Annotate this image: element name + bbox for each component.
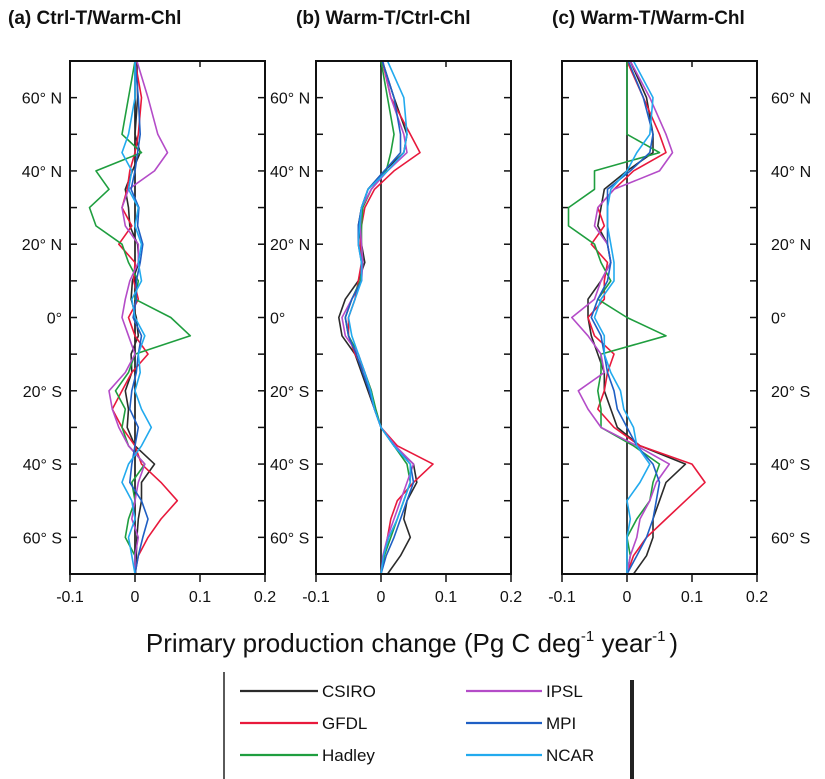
x-axis-label-sup2: -1 [652, 628, 665, 645]
series-line-ncar [121, 61, 153, 575]
legend-label-ncar: NCAR [546, 746, 594, 765]
panel-frame [69, 60, 266, 575]
legend-label-csiro: CSIRO [322, 682, 376, 701]
y-tick-label: 60° N [771, 91, 811, 108]
panel-frame [315, 60, 512, 575]
series-line-ncar [593, 60, 654, 574]
y-tick-label: 60° S [771, 530, 810, 547]
panel-title-b: (b) Warm-T/Ctrl-Chl [296, 8, 471, 29]
series-line-hadley [567, 61, 667, 575]
panel-c: -0.1 0 0.1 0.2 [548, 60, 768, 606]
y-tick-label: 60° S [270, 530, 309, 547]
y-tick-labels-middle: 60° N 40° N 20° N 0° 20° S 40° S 60° S [270, 91, 310, 548]
y-tick-label: 20° N [22, 237, 62, 254]
legend-label-hadley: Hadley [322, 746, 375, 765]
x-tick-label: 0.1 [435, 589, 457, 606]
x-tick-label: 0.1 [681, 589, 703, 606]
y-tick-label: 20° S [270, 384, 309, 401]
x-axis-label-end: ) [669, 628, 678, 658]
series-line-ncar [347, 60, 412, 575]
series-line-mpi [129, 60, 149, 575]
series-line-ipsl [108, 60, 169, 574]
series-line-mpi [590, 60, 661, 575]
legend-label-gfdl: GFDL [322, 714, 367, 733]
x-tick-label: 0.2 [254, 589, 276, 606]
series-line-ipsl [570, 60, 674, 575]
x-axis-label-sup1: -1 [581, 628, 594, 645]
y-tick-label: 0° [771, 311, 786, 328]
panel-frame [561, 60, 758, 575]
x-tick-label: -0.1 [56, 589, 84, 606]
y-tick-label: 40° N [22, 164, 62, 181]
y-tick-label: 20° N [771, 237, 811, 254]
x-tick-label: 0.2 [500, 589, 522, 606]
series-line-gfdl [111, 60, 179, 575]
legend: CSIRO GFDL Hadley IPSL MPI NCAR [223, 672, 634, 779]
panel-b: -0.1 0 0.1 0.2 [302, 60, 522, 606]
y-tick-label: 60° S [23, 530, 62, 547]
x-tick-label: -0.1 [548, 589, 576, 606]
y-tick-labels-left: 60° N 40° N 20° N 0° 20° S 40° S 60° S [22, 91, 62, 548]
y-tick-label: 60° N [270, 91, 310, 108]
panel-a: -0.1 0 0.1 0.2 [56, 60, 276, 606]
x-tick-label: -0.1 [302, 589, 330, 606]
y-tick-label: 20° S [23, 384, 62, 401]
series-line-csiro [587, 60, 687, 575]
y-tick-label: 0° [47, 311, 62, 328]
x-tick-label: 0.1 [189, 589, 211, 606]
y-tick-label: 60° N [22, 91, 62, 108]
y-tick-labels-right: 60° N 40° N 20° N 0° 20° S 40° S 60° S [771, 91, 811, 548]
y-tick-label: 40° S [771, 457, 810, 474]
x-tick-label: 0.2 [746, 589, 768, 606]
y-tick-label: 20° S [771, 384, 810, 401]
y-tick-label: 40° S [23, 457, 62, 474]
legend-label-ipsl: IPSL [546, 682, 583, 701]
y-tick-label: 40° N [270, 164, 310, 181]
series-line-hadley [88, 60, 192, 574]
x-tick-label: 0 [131, 589, 140, 606]
y-tick-label: 40° S [270, 457, 309, 474]
panel-title-a: (a) Ctrl-T/Warm-Chl [8, 8, 181, 29]
x-axis-label-mid: year [594, 628, 652, 658]
y-tick-label: 40° N [771, 164, 811, 181]
series-line-ipsl [341, 60, 415, 575]
y-tick-label: 0° [270, 311, 285, 328]
legend-label-mpi: MPI [546, 714, 576, 733]
series-line-mpi [344, 60, 415, 575]
series-line-gfdl [347, 60, 434, 575]
x-tick-label: 0 [377, 589, 386, 606]
x-axis-label-main: Primary production change (Pg C deg [146, 628, 581, 658]
series-line-gfdl [587, 60, 706, 575]
y-tick-label: 20° N [270, 237, 310, 254]
x-axis-label: Primary production change (Pg C deg-1 ye… [146, 628, 678, 658]
panel-title-c: (c) Warm-T/Warm-Chl [552, 8, 745, 29]
x-tick-label: 0 [623, 589, 632, 606]
